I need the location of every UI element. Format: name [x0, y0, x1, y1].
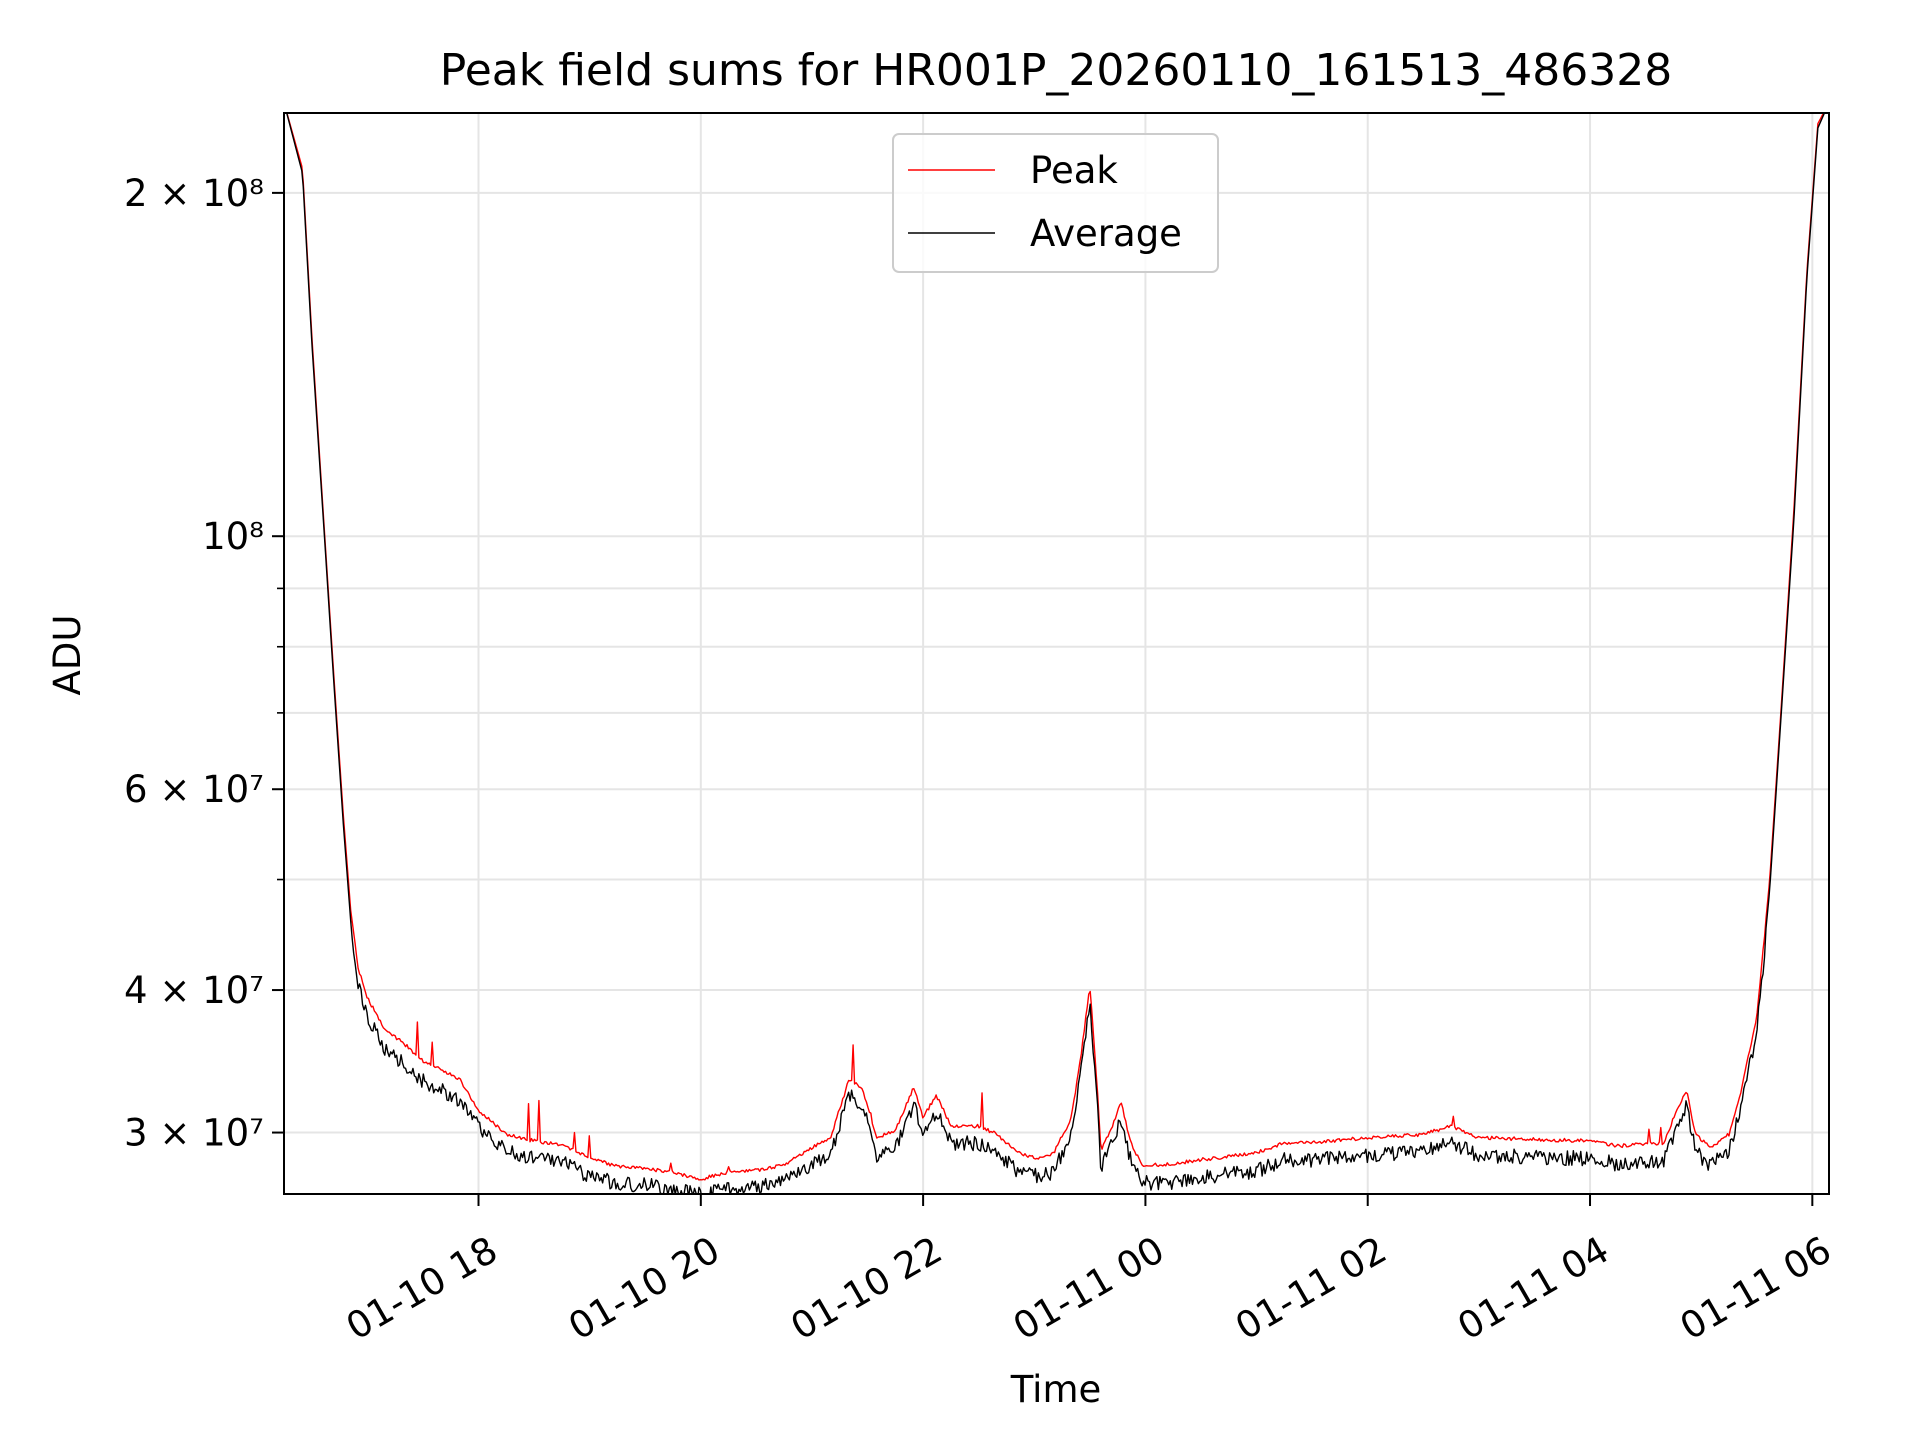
- y-tick-label: 3 × 10⁷: [124, 1112, 264, 1155]
- y-tick-label: 4 × 10⁷: [124, 969, 264, 1012]
- legend-average-label: Average: [1030, 212, 1182, 255]
- y-tick-label: 10⁸: [202, 515, 264, 558]
- peak-series-line: [286, 113, 1825, 1181]
- chart-title: Peak field sums for HR001P_20260110_1615…: [440, 45, 1673, 96]
- y-axis: 3 × 10⁷ 4 × 10⁷ 6 × 10⁷ 10⁸ 2 × 10⁸: [124, 172, 284, 1155]
- legend: Peak Average: [892, 133, 1219, 273]
- legend-peak-label: Peak: [1030, 149, 1118, 192]
- series-layer: [285, 113, 1826, 1194]
- average-series-line: [285, 113, 1826, 1194]
- plot-frame: [283, 112, 1830, 1195]
- x-axis-label: Time: [1010, 1368, 1102, 1411]
- y-tick-label: 6 × 10⁷: [124, 768, 264, 811]
- y-axis-label: ADU: [46, 615, 89, 696]
- grid: [284, 113, 1829, 1194]
- y-tick-label: 2 × 10⁸: [124, 172, 264, 215]
- legend-box: [892, 133, 1219, 273]
